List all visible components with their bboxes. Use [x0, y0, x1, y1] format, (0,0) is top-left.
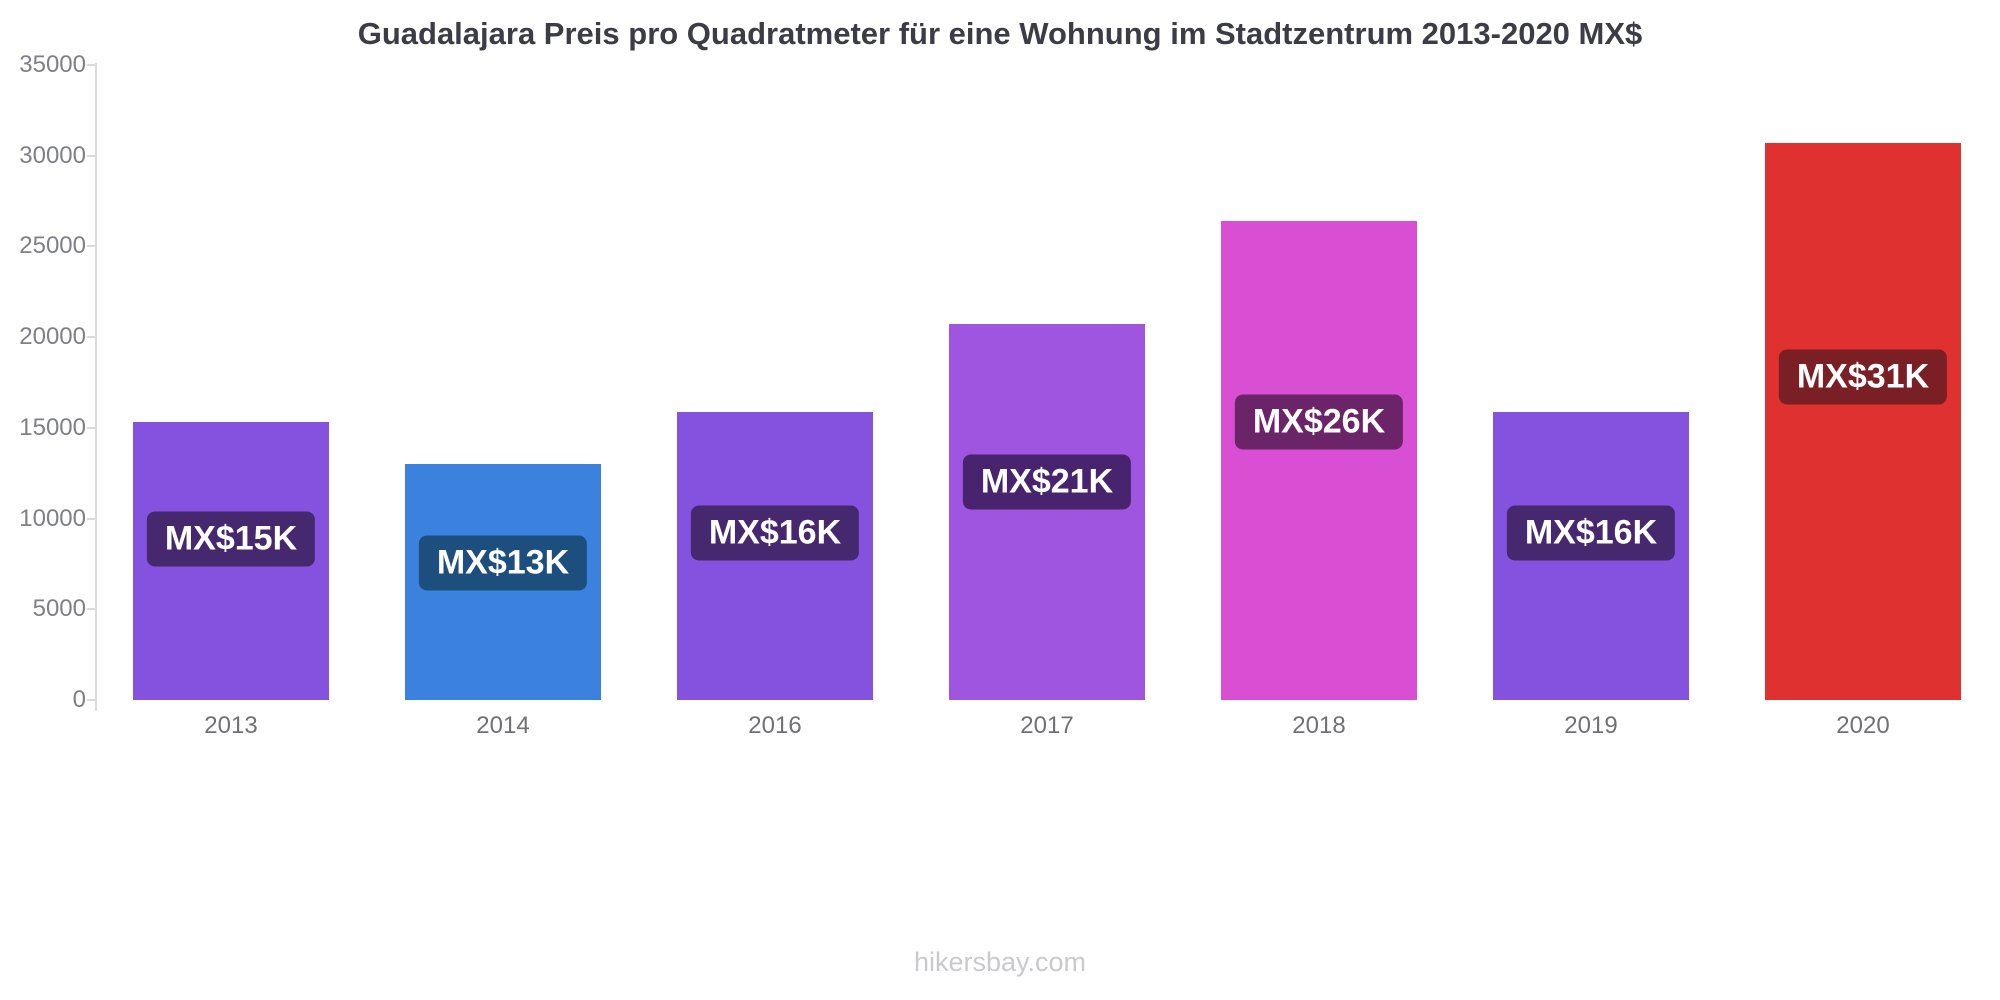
y-tick-label: 15000	[19, 413, 86, 441]
bar-value-label: MX$16K	[1506, 505, 1676, 561]
bar-value-label: MX$15K	[146, 511, 316, 567]
bar-value-label: MX$31K	[1778, 349, 1948, 405]
y-tick-mark	[87, 517, 95, 520]
y-tick-label: 5000	[32, 595, 86, 623]
x-tick-label: 2014	[476, 712, 530, 739]
y-tick-mark	[87, 245, 95, 248]
y-tick-mark	[87, 154, 95, 157]
y-tick-label: 25000	[19, 232, 86, 260]
watermark: hikersbay.com	[913, 947, 1087, 977]
bar-value-label: MX$13K	[418, 535, 588, 591]
y-tick-mark	[87, 64, 95, 66]
y-tick-label: 20000	[19, 323, 86, 351]
x-tick-label: 2016	[748, 712, 802, 739]
chart-title: Guadalajara Preis pro Quadratmeter für e…	[357, 16, 1643, 51]
x-tick-label: 2019	[1564, 712, 1618, 739]
bar-2018[interactable]	[1221, 221, 1417, 700]
bar-value-label: MX$21K	[962, 454, 1132, 510]
x-tick-label: 2018	[1292, 712, 1346, 739]
x-tick-label: 2020	[1836, 712, 1890, 739]
y-tick-label: 10000	[19, 504, 86, 532]
y-tick-mark	[87, 699, 95, 701]
y-tick-label: 35000	[19, 51, 86, 78]
bar-2020[interactable]	[1765, 143, 1961, 700]
x-tick-label: 2017	[1020, 712, 1074, 739]
y-tick-label: 30000	[19, 141, 86, 169]
y-axis-line	[95, 63, 97, 711]
bar-value-label: MX$16K	[690, 505, 860, 561]
x-tick-label: 2013	[204, 712, 258, 739]
bar-value-label: MX$26K	[1234, 394, 1404, 450]
bar-2017[interactable]	[949, 324, 1145, 700]
y-tick-mark	[87, 608, 95, 611]
y-tick-mark	[87, 336, 95, 339]
y-tick-mark	[87, 426, 95, 429]
y-tick-label: 0	[72, 686, 86, 713]
